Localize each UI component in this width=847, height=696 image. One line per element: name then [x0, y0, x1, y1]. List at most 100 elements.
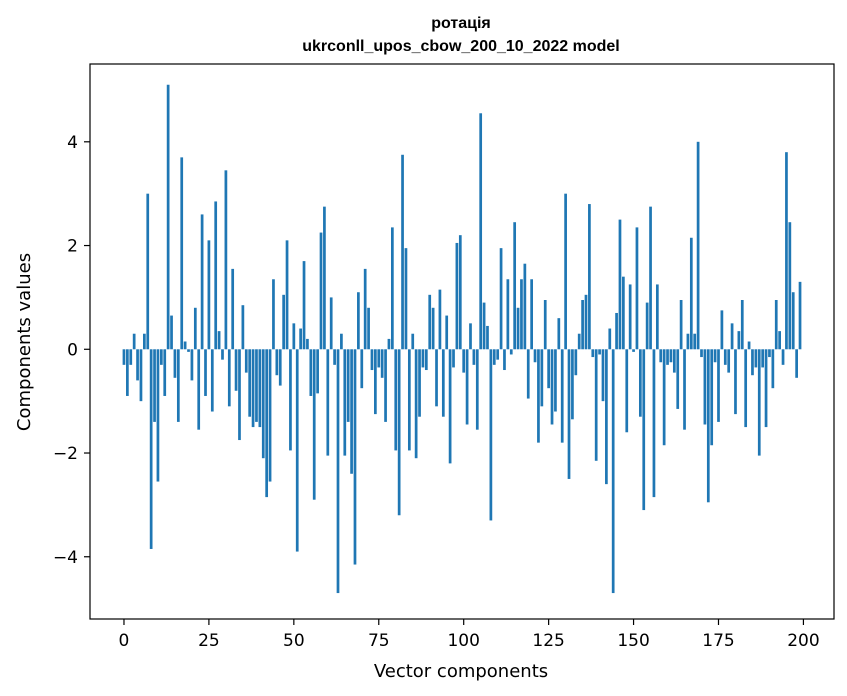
bar	[683, 349, 686, 430]
bar	[751, 349, 754, 376]
bar	[608, 328, 612, 350]
bar	[659, 349, 663, 363]
bar	[374, 349, 377, 415]
bar	[248, 349, 252, 417]
bar	[710, 349, 714, 446]
bar	[774, 300, 778, 350]
bar	[285, 240, 289, 350]
bar	[238, 349, 241, 441]
bar	[571, 349, 574, 420]
bar	[554, 349, 557, 412]
x-tick-label: 175	[702, 631, 734, 651]
x-tick-label: 100	[447, 631, 479, 651]
bar	[326, 349, 330, 456]
chart-subtitle: ukrconll_upos_cbow_200_10_2022 model	[302, 38, 619, 55]
bar	[455, 242, 459, 350]
x-tick-label: 200	[787, 631, 819, 651]
bar	[438, 289, 442, 350]
bar	[261, 349, 265, 459]
bar	[153, 349, 156, 422]
bar	[370, 349, 374, 371]
bar	[312, 349, 316, 500]
bar	[159, 349, 163, 365]
bar	[309, 349, 313, 396]
bar	[625, 349, 629, 433]
bar	[424, 349, 428, 371]
bar	[788, 222, 792, 350]
bar	[329, 297, 333, 350]
bar	[520, 279, 523, 350]
bar	[679, 300, 683, 350]
bar	[717, 349, 720, 422]
bar	[221, 349, 224, 360]
bar	[302, 261, 306, 350]
bar	[407, 349, 411, 451]
bar	[146, 193, 150, 350]
bar	[475, 349, 479, 430]
y-tick-label: −2	[53, 444, 78, 464]
x-axis-ticks: 0 25 50 75 100 125 150 175 200	[119, 619, 820, 651]
bar	[173, 349, 177, 378]
bar	[469, 323, 472, 350]
bar	[180, 157, 184, 350]
bar	[139, 349, 143, 402]
bar	[142, 333, 146, 350]
bar	[204, 349, 207, 396]
bar	[540, 349, 544, 407]
bar	[387, 338, 391, 350]
bar	[652, 349, 656, 498]
bar	[431, 307, 435, 350]
bar	[346, 349, 350, 422]
x-tick-label: 75	[368, 631, 390, 651]
bar	[594, 349, 598, 461]
bar	[421, 349, 425, 368]
bar	[550, 349, 554, 425]
bar	[435, 349, 438, 407]
bar	[700, 349, 703, 358]
bar	[734, 349, 737, 415]
bar	[581, 300, 584, 350]
bar	[187, 349, 190, 352]
bar	[628, 284, 632, 350]
bar	[768, 349, 771, 358]
bar	[496, 349, 500, 360]
bar	[798, 281, 802, 350]
bar	[622, 276, 625, 350]
bar	[720, 310, 724, 350]
bar	[645, 302, 649, 350]
x-tick-label: 150	[617, 631, 649, 651]
bar	[132, 333, 136, 350]
bar-series	[122, 84, 802, 594]
bar	[696, 141, 700, 350]
plot-frame	[89, 63, 835, 620]
bar	[655, 284, 659, 350]
bar	[122, 349, 126, 365]
bar	[567, 349, 571, 479]
bar	[394, 349, 398, 451]
x-tick-label: 125	[532, 631, 564, 651]
bar	[136, 349, 139, 381]
bar	[764, 349, 768, 428]
bar	[781, 349, 785, 365]
bar	[537, 349, 540, 443]
bar	[367, 307, 370, 350]
bar	[577, 333, 581, 350]
bar	[299, 328, 302, 350]
bar	[316, 349, 319, 394]
bar	[703, 349, 707, 425]
y-axis-label: Components values	[14, 253, 35, 431]
bar	[323, 206, 326, 350]
bar	[217, 331, 221, 350]
bar	[564, 193, 567, 350]
bar	[319, 232, 323, 350]
bar	[207, 240, 211, 350]
bar	[295, 349, 299, 552]
bar	[778, 331, 782, 350]
bar	[557, 318, 561, 350]
y-axis-ticks: −4 −2 0 2 4	[53, 133, 90, 568]
bar	[638, 349, 642, 417]
bar	[445, 315, 449, 350]
bar	[530, 279, 534, 350]
bar	[513, 222, 517, 350]
